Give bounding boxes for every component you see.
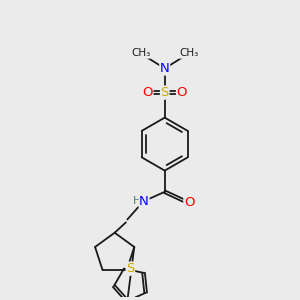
Text: O: O [176, 86, 187, 99]
Text: N: N [139, 195, 149, 208]
Text: S: S [160, 86, 169, 99]
Text: CH₃: CH₃ [179, 48, 199, 58]
Text: N: N [160, 62, 169, 75]
Text: CH₃: CH₃ [131, 48, 150, 58]
Text: O: O [142, 86, 153, 99]
Text: H: H [133, 196, 141, 206]
Text: S: S [126, 262, 135, 275]
Text: O: O [184, 196, 194, 208]
